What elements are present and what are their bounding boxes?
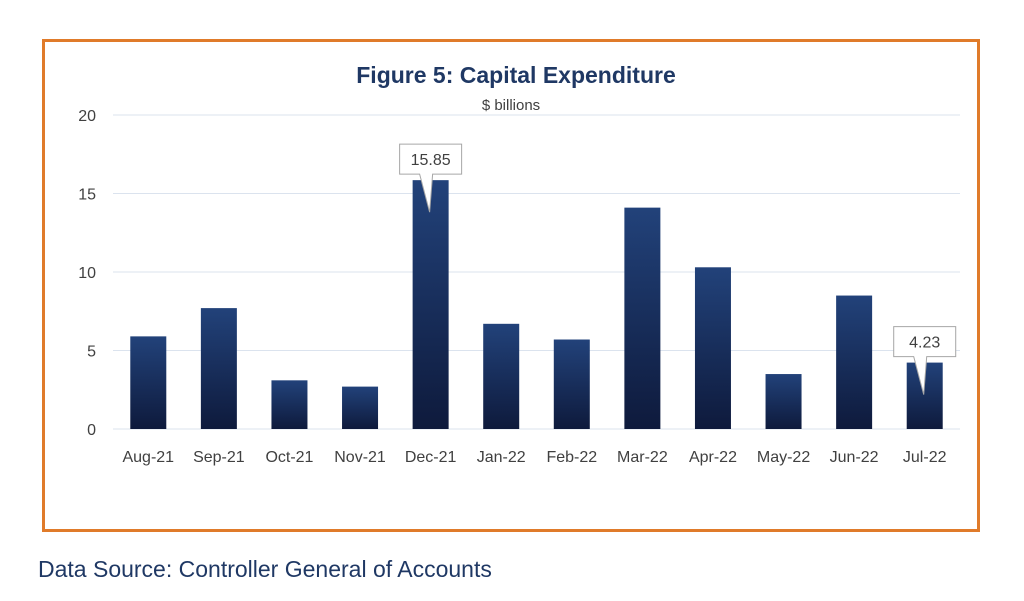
x-tick-label: Aug-21 xyxy=(122,449,174,466)
callout-box xyxy=(399,143,463,213)
bar-jan-22 xyxy=(483,323,520,429)
x-tick-label: Apr-22 xyxy=(689,449,737,466)
x-tick-label: Feb-22 xyxy=(546,449,597,466)
x-tick-label: Sep-21 xyxy=(193,449,245,466)
x-tick-label: Dec-21 xyxy=(405,449,457,466)
bar-aug-21 xyxy=(130,336,167,429)
bar-may-22 xyxy=(765,374,802,429)
gridlines xyxy=(113,114,960,430)
chart-frame xyxy=(42,39,980,532)
data-label: 4.23 xyxy=(909,335,940,352)
callout-box xyxy=(893,326,957,395)
x-axis: Aug-21 Sep-21 Oct-21 Nov-21 Dec-21 Jan-22 Feb-… xyxy=(122,449,946,466)
data-label: 15.85 xyxy=(411,152,451,169)
chart-subtitle: $ billions xyxy=(482,97,540,114)
data-source-note: Data Source: Controller General of Accou… xyxy=(38,556,492,582)
x-tick-label: Jun-22 xyxy=(830,449,879,466)
callout-jul-22: 4.23 xyxy=(893,326,957,395)
bar-oct-21 xyxy=(271,380,308,429)
bar-jun-22 xyxy=(836,295,873,429)
callout-dec-21: 15.85 xyxy=(399,143,463,213)
x-tick-label: May-22 xyxy=(757,449,810,466)
chart-title: Figure 5: Capital Expenditure xyxy=(356,62,676,88)
y-tick-label: 0 xyxy=(87,422,96,439)
bar-mar-22 xyxy=(624,207,661,429)
y-tick-label: 15 xyxy=(78,187,96,204)
x-tick-label: Jan-22 xyxy=(477,449,526,466)
x-tick-label: Jul-22 xyxy=(903,449,947,466)
bars xyxy=(130,180,943,429)
bar-dec-21 xyxy=(412,180,449,429)
bar-nov-21 xyxy=(342,386,379,429)
callouts: 15.85 4.23 xyxy=(399,143,957,395)
y-tick-label: 5 xyxy=(87,344,96,361)
x-tick-label: Nov-21 xyxy=(334,449,386,466)
bar-sep-21 xyxy=(200,308,237,429)
y-tick-label: 10 xyxy=(78,265,96,282)
bar-feb-22 xyxy=(553,339,590,429)
bar-apr-22 xyxy=(694,267,731,429)
y-axis: 0 5 10 15 20 xyxy=(78,108,96,439)
x-tick-label: Mar-22 xyxy=(617,449,668,466)
y-tick-label: 20 xyxy=(78,108,96,125)
x-tick-label: Oct-21 xyxy=(265,449,313,466)
